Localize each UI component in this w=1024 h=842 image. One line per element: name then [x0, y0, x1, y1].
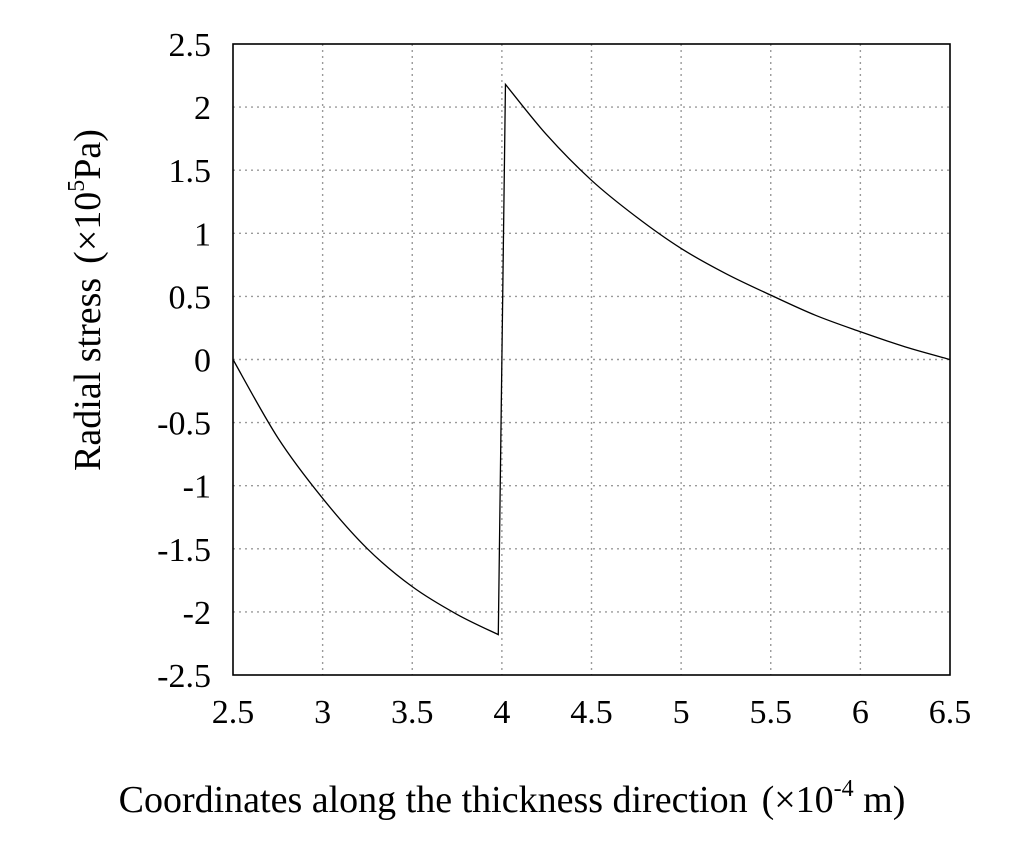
x-tick-label: 6.5 [929, 694, 972, 731]
y-tick-label: -0.5 [157, 406, 211, 443]
y-tick-label: 1 [194, 216, 211, 253]
stress-curve [232, 82, 951, 636]
y-tick-label: -2 [183, 595, 211, 632]
y-tick-labels: 2.5 2 1.5 1 0.5 0 -0.5 -1 -1.5 -2 -2.5 [157, 27, 211, 695]
x-tick-label: 3.5 [391, 694, 434, 731]
x-tick-labels: 2.5 3 3.5 4 4.5 5 5.5 6 6.5 [212, 694, 972, 731]
x-axis-title: Coordinates along the thickness directio… [119, 776, 906, 821]
y-tick-label: 1.5 [169, 153, 212, 190]
x-tick-label: 5.5 [750, 694, 793, 731]
plot-frame [232, 43, 951, 676]
grid [233, 44, 950, 675]
y-tick-label: 2 [194, 90, 211, 127]
y-axis-title: Radial stress(×105Pa) [64, 129, 109, 471]
x-tick-label: 6 [852, 694, 869, 731]
x-tick-label: 3 [314, 694, 331, 731]
y-tick-label: -1.5 [157, 532, 211, 569]
x-tick-label: 5 [673, 694, 690, 731]
x-tick-label: 4 [493, 694, 510, 731]
x-tick-label: 4.5 [570, 694, 613, 731]
y-tick-label: -2.5 [157, 658, 211, 695]
y-tick-label: 0.5 [169, 279, 212, 316]
series-layer [232, 82, 951, 636]
x-tick-label: 2.5 [212, 694, 255, 731]
y-tick-label: -1 [183, 469, 211, 506]
y-tick-label: 2.5 [169, 27, 212, 64]
y-tick-label: 0 [194, 343, 211, 380]
